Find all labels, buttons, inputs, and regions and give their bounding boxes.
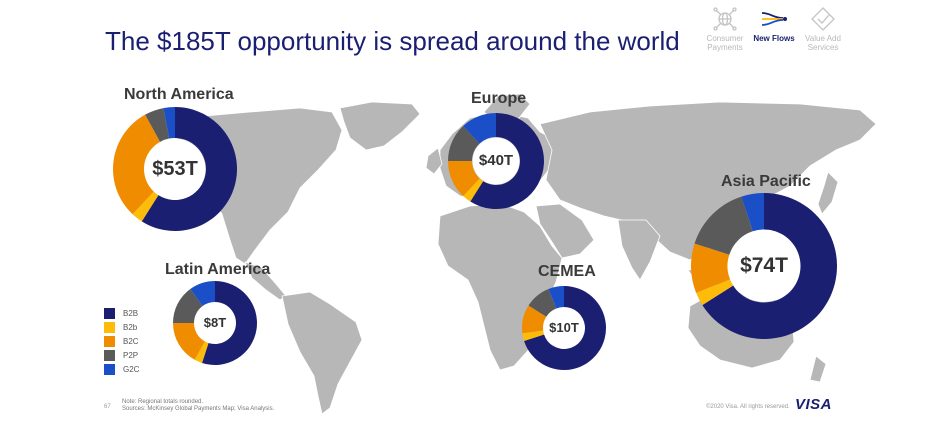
legend: B2B B2b B2C P2P G2C [104, 306, 139, 376]
donut-slice-p2p [145, 108, 170, 142]
nav-label: Value Add Services [805, 34, 841, 52]
donut-slice-b2b [524, 286, 606, 370]
donut-hole [728, 230, 800, 302]
page-title: The $185T opportunity is spread around t… [105, 26, 680, 56]
total-europe: $40T [478, 152, 514, 169]
donut-slice-p2p [448, 126, 480, 161]
legend-item: P2P [104, 348, 139, 362]
flows-icon [761, 12, 787, 26]
donut-slice-g2c [190, 281, 215, 307]
donut-slice-b2b-small [522, 330, 545, 341]
visa-logo: VISA [795, 396, 833, 413]
diamond-check-icon [811, 7, 835, 31]
legend-label: G2C [123, 364, 140, 374]
total-north-america: $53T [152, 158, 198, 180]
donut-hole [194, 302, 236, 344]
note-line: Note: Regional totals rounded. [122, 399, 204, 405]
donut-cemea [522, 286, 606, 370]
donut-slice-b2b [702, 193, 837, 339]
donut-slice-b2b-small [696, 279, 734, 306]
legend-swatch-b2b-small [104, 321, 115, 333]
donut-latin-america [173, 281, 257, 365]
legend-swatch-b2c [104, 335, 115, 347]
legend-item: B2b [104, 320, 139, 334]
donut-slice-b2c [691, 243, 731, 293]
donut-slice-b2c [112, 114, 161, 215]
nav-new-flows[interactable]: New Flows [747, 6, 801, 43]
donut-slice-b2b [202, 281, 257, 365]
legend-label: B2B [123, 308, 139, 318]
legend-label: P2P [123, 350, 139, 360]
donut-slice-p2p [528, 288, 557, 317]
donut-hole [472, 137, 520, 185]
nav-value-add-services[interactable]: Value Add Services [796, 6, 850, 52]
nav-consumer-payments[interactable]: Consumer Payments [698, 6, 752, 52]
legend-item: B2B [104, 306, 139, 320]
donut-slice-b2c [173, 323, 205, 360]
donut-north-america [112, 107, 237, 231]
donut-slice-b2b [470, 113, 544, 209]
total-cemea: $10T [549, 320, 579, 336]
donut-slice-b2b [141, 107, 237, 231]
region-label-north-america: North America [124, 86, 234, 103]
donut-slice-g2c [548, 286, 564, 309]
donut-slice-b2c [448, 161, 480, 196]
legend-swatch-p2p [104, 349, 115, 361]
donut-slice-b2b-small [194, 341, 209, 363]
donut-hole [144, 138, 206, 200]
donut-slice-b2c [522, 305, 547, 334]
sources-line: Sources: McKinsey Global Payments Map; V… [122, 406, 275, 412]
legend-item: G2C [104, 362, 139, 376]
nav-label: New Flows [753, 34, 795, 43]
donut-europe [448, 113, 544, 209]
legend-label: B2C [123, 336, 139, 346]
region-label-latin-america: Latin America [165, 261, 271, 278]
legend-swatch-g2c [104, 363, 115, 375]
donut-asia-pacific [691, 193, 837, 339]
donut-slice-p2p [694, 196, 753, 255]
page-number: 67 [104, 404, 111, 410]
total-asia-pacific: $74T [740, 254, 788, 278]
total-latin-america: $8T [203, 315, 227, 331]
nav-label: Consumer Payments [706, 34, 744, 52]
copyright: ©2020 Visa. All rights reserved. [706, 404, 790, 410]
donut-slice-p2p [173, 289, 203, 323]
legend-label: B2b [123, 322, 138, 332]
footnotes: Note: Regional totals rounded. Sources: … [122, 399, 274, 413]
donut-hole [543, 307, 585, 349]
donut-slice-g2c [741, 193, 764, 232]
donut-slice-b2b-small [463, 178, 484, 202]
legend-item: B2C [104, 334, 139, 348]
donut-slice-g2c [163, 107, 175, 139]
region-label-europe: Europe [471, 90, 527, 107]
legend-swatch-b2b [104, 307, 115, 319]
donut-slice-b2b-small [132, 191, 159, 222]
region-label-asia-pacific: Asia Pacific [721, 173, 811, 190]
region-label-cemea: CEMEA [538, 263, 596, 280]
globe-network-icon [713, 7, 737, 31]
donut-slice-g2c [463, 113, 496, 144]
